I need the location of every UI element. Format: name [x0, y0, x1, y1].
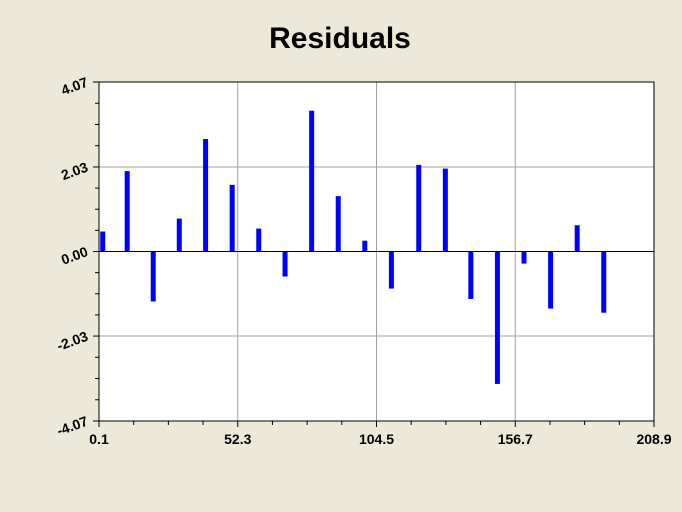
y-tick-label: 2.03 [59, 159, 90, 183]
chart-title: Residuals [269, 22, 411, 55]
residual-bar [282, 251, 288, 277]
residual-bar [442, 168, 448, 252]
residual-bar [335, 196, 341, 252]
residual-bar [150, 251, 156, 302]
residual-bar [494, 251, 500, 384]
residual-bar [416, 164, 422, 252]
y-tick-label: -4.07 [55, 413, 91, 439]
residual-bar [229, 184, 235, 252]
axis-layer: 0.1 52.3 104.5 156.7 208.9 -4.07 -2.03 0.00 2.03… [55, 74, 672, 447]
residual-bar [176, 218, 182, 252]
y-tick-label: -2.03 [55, 328, 91, 354]
x-tick-label: 208.9 [636, 431, 671, 447]
residual-bar [309, 110, 315, 252]
residual-bar [548, 251, 554, 309]
residual-bar [601, 251, 607, 313]
residual-bar [468, 251, 474, 299]
x-tick-label: 52.3 [224, 431, 251, 447]
residual-bar [574, 225, 580, 252]
x-tick-label: 0.1 [89, 431, 109, 447]
residual-bar [124, 171, 130, 252]
residual-bar [203, 139, 209, 252]
residual-bar [388, 251, 394, 289]
y-tick-label: 0.00 [59, 243, 90, 267]
x-tick-label: 156.7 [498, 431, 533, 447]
residual-bar [362, 240, 368, 252]
residual-bar [521, 251, 527, 264]
x-tick-label: 104.5 [359, 431, 394, 447]
residual-bar [256, 228, 262, 252]
y-tick-label: 4.07 [59, 74, 90, 98]
residual-bar [100, 231, 106, 252]
bar-layer [100, 110, 607, 384]
